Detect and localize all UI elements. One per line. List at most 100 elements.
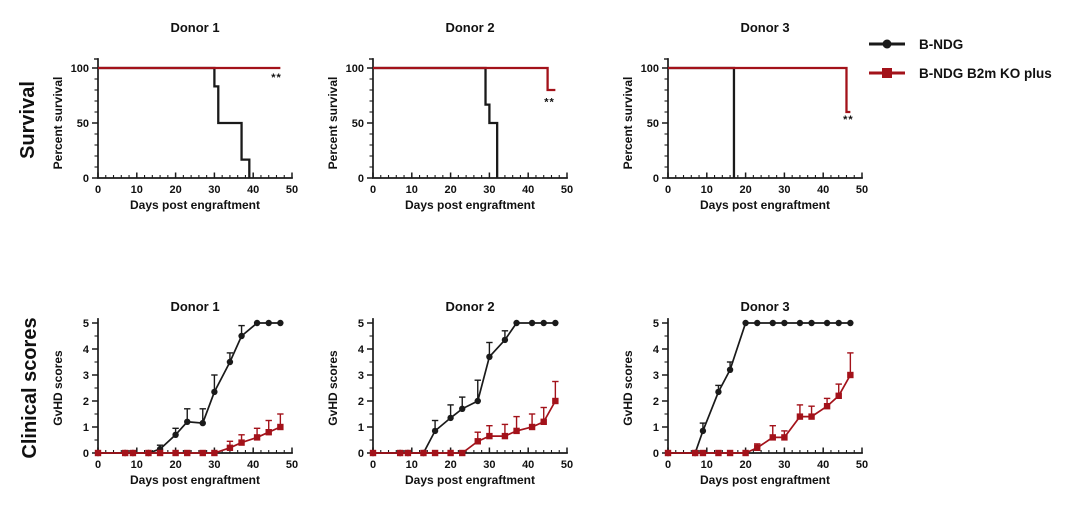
svg-text:50: 50: [286, 184, 298, 196]
svg-text:5: 5: [358, 318, 364, 330]
chart-clinical-donor-2: Donor 2 0 10 20 30 40 50 0 1 2 3 4 5 Days post engraf…: [308, 295, 588, 510]
svg-text:1: 1: [653, 422, 659, 434]
chart-survival-donor-1: Donor 1 0 10 20 30 40 50 0 50 100 Days post engraf…: [33, 5, 313, 220]
svg-text:0: 0: [653, 448, 659, 460]
svg-text:30: 30: [208, 184, 220, 196]
legend: B-NDG B-NDG B2m KO plus: [868, 36, 1052, 94]
clinical-donor-2-plot: Donor 2 0 10 20 30 40 50 0 1 2 3 4 5 Days post engraf…: [326, 299, 573, 487]
svg-text:30: 30: [778, 459, 790, 471]
svg-text:Percent survival: Percent survival: [326, 77, 340, 170]
svg-text:10: 10: [131, 459, 143, 471]
svg-text:0: 0: [95, 459, 101, 471]
svg-text:100: 100: [346, 63, 364, 75]
svg-text:Days post engraftment: Days post engraftment: [130, 473, 260, 487]
chart-survival-donor-2: Donor 2 0 10 20 30 40 50 0 50 100 Days post engraf…: [308, 5, 588, 220]
svg-text:Donor 3: Donor 3: [740, 20, 789, 35]
svg-text:0: 0: [83, 448, 89, 460]
svg-text:100: 100: [641, 63, 659, 75]
svg-text:2: 2: [358, 396, 364, 408]
svg-text:Days post engraftment: Days post engraftment: [700, 198, 830, 212]
svg-text:Percent survival: Percent survival: [51, 77, 65, 170]
svg-text:4: 4: [653, 344, 660, 356]
svg-text:Donor 2: Donor 2: [445, 20, 494, 35]
clinical-donor-3-plot: Donor 3 0 10 20 30 40 50 0 1 2 3 4 5 Days post engraf…: [621, 299, 868, 487]
svg-text:0: 0: [653, 173, 659, 185]
svg-text:0: 0: [665, 184, 671, 196]
svg-text:10: 10: [131, 184, 143, 196]
svg-text:50: 50: [647, 118, 659, 130]
svg-text:**: **: [843, 114, 854, 126]
svg-text:2: 2: [653, 396, 659, 408]
svg-text:Donor 3: Donor 3: [740, 299, 789, 314]
svg-text:10: 10: [406, 184, 418, 196]
svg-text:4: 4: [358, 344, 365, 356]
legend-label-bndg-b2m-ko: B-NDG B2m KO plus: [919, 65, 1052, 81]
survival-donor-2-plot: Donor 2 0 10 20 30 40 50 0 50 100 Days post engraf…: [326, 20, 573, 212]
survival-donor-3-plot: Donor 3 0 10 20 30 40 50 0 50 100 Days post engraf…: [621, 20, 868, 212]
svg-text:0: 0: [95, 184, 101, 196]
svg-text:Days post engraftment: Days post engraftment: [405, 473, 535, 487]
svg-text:1: 1: [83, 422, 89, 434]
svg-text:20: 20: [169, 184, 181, 196]
svg-text:10: 10: [701, 459, 713, 471]
bndg-line-circle-marker-icon: [869, 39, 905, 49]
svg-text:20: 20: [444, 459, 456, 471]
svg-text:**: **: [271, 72, 282, 84]
svg-text:3: 3: [358, 370, 364, 382]
svg-text:GvHD scores: GvHD scores: [326, 350, 340, 426]
svg-text:50: 50: [352, 118, 364, 130]
survival-donor-1-plot: Donor 1 0 10 20 30 40 50 0 50 100 Days post engraf…: [51, 20, 298, 212]
legend-label-bndg: B-NDG: [919, 36, 964, 52]
svg-text:0: 0: [83, 173, 89, 185]
svg-text:0: 0: [358, 173, 364, 185]
svg-text:50: 50: [561, 459, 573, 471]
svg-text:20: 20: [739, 459, 751, 471]
svg-text:40: 40: [247, 459, 259, 471]
svg-text:40: 40: [247, 184, 259, 196]
svg-text:40: 40: [522, 459, 534, 471]
svg-text:GvHD scores: GvHD scores: [621, 350, 635, 426]
svg-text:40: 40: [522, 184, 534, 196]
svg-text:10: 10: [701, 184, 713, 196]
svg-text:Percent survival: Percent survival: [621, 77, 635, 170]
svg-text:30: 30: [483, 459, 495, 471]
svg-text:Donor 1: Donor 1: [170, 20, 219, 35]
svg-text:Days post engraftment: Days post engraftment: [700, 473, 830, 487]
svg-text:30: 30: [208, 459, 220, 471]
chart-survival-donor-3: Donor 3 0 10 20 30 40 50 0 50 100 Days post engraf…: [603, 5, 883, 220]
svg-text:0: 0: [370, 459, 376, 471]
svg-text:5: 5: [653, 318, 659, 330]
svg-text:3: 3: [83, 370, 89, 382]
chart-clinical-donor-3: Donor 3 0 10 20 30 40 50 0 1 2 3 4 5 Days post engraf…: [603, 295, 883, 510]
svg-text:0: 0: [370, 184, 376, 196]
svg-text:10: 10: [406, 459, 418, 471]
svg-text:50: 50: [77, 118, 89, 130]
svg-text:2: 2: [83, 396, 89, 408]
svg-text:Donor 1: Donor 1: [170, 299, 219, 314]
svg-text:GvHD scores: GvHD scores: [51, 350, 65, 426]
svg-text:100: 100: [71, 63, 89, 75]
legend-item-bndg-b2m-ko: B-NDG B2m KO plus: [868, 65, 1052, 81]
svg-text:Donor 2: Donor 2: [445, 299, 494, 314]
svg-text:20: 20: [444, 184, 456, 196]
svg-text:50: 50: [561, 184, 573, 196]
svg-text:3: 3: [653, 370, 659, 382]
svg-text:**: **: [544, 96, 555, 108]
bndg-b2m-ko-line-square-marker-icon: [869, 68, 905, 78]
svg-text:1: 1: [358, 422, 364, 434]
svg-text:40: 40: [817, 184, 829, 196]
svg-text:50: 50: [856, 459, 868, 471]
svg-text:0: 0: [665, 459, 671, 471]
svg-text:40: 40: [817, 459, 829, 471]
svg-text:Days post engraftment: Days post engraftment: [405, 198, 535, 212]
svg-text:30: 30: [483, 184, 495, 196]
svg-text:Days post engraftment: Days post engraftment: [130, 198, 260, 212]
legend-item-bndg: B-NDG: [868, 36, 1052, 52]
svg-text:50: 50: [856, 184, 868, 196]
svg-text:0: 0: [358, 448, 364, 460]
svg-text:5: 5: [83, 318, 89, 330]
svg-text:50: 50: [286, 459, 298, 471]
clinical-donor-1-plot: Donor 1 0 10 20 30 40 50 0 1 2 3 4 5 Days post engraf…: [51, 299, 298, 487]
svg-text:20: 20: [739, 184, 751, 196]
